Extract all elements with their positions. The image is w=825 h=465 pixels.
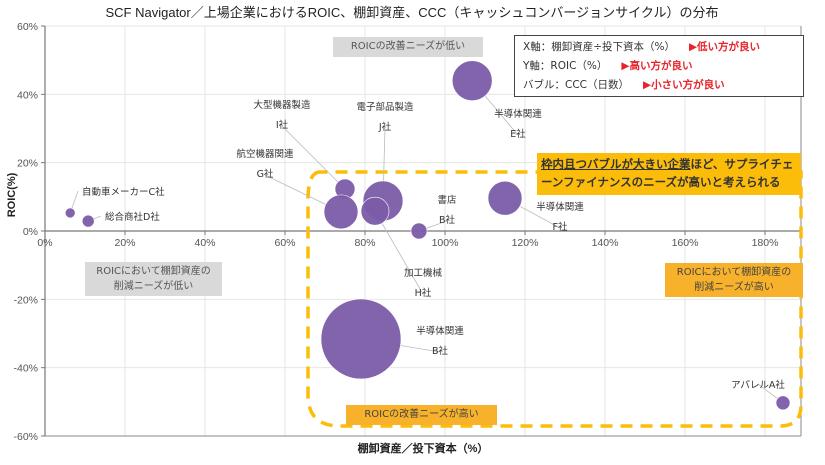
x-tick-label: 80% bbox=[354, 237, 375, 249]
bubble-label-company: G社 bbox=[257, 168, 274, 180]
y-tick-label: -40% bbox=[13, 363, 38, 375]
x-tick-label: 20% bbox=[114, 237, 135, 249]
x-tick-label: 180% bbox=[752, 237, 779, 249]
inventory-high-line1: ROICにおいて棚卸資産の bbox=[676, 267, 792, 278]
legend-x: X軸：棚卸資産÷投下資本（%） bbox=[523, 41, 675, 53]
y-tick-label: -20% bbox=[13, 294, 38, 306]
bubble-C[interactable] bbox=[64, 207, 76, 219]
bubble-label-company: F社 bbox=[553, 221, 568, 233]
bubble-E[interactable] bbox=[451, 60, 493, 101]
x-tick-label: 60% bbox=[274, 237, 295, 249]
legend-y-row: Y軸：ROIC（%） ▶高い方が良い bbox=[523, 57, 795, 76]
bubble-label: 加工機械 bbox=[404, 267, 443, 279]
bubble-label-company: I社 bbox=[276, 119, 289, 131]
legend-bubble-note: ▶小さい方が良い bbox=[643, 79, 725, 91]
legend-y: Y軸：ROIC（%） bbox=[523, 60, 608, 72]
bubble-label-company: B社 bbox=[432, 345, 449, 357]
bubble-label: 半導体関連 bbox=[536, 201, 584, 213]
leader-line bbox=[374, 210, 424, 295]
callout-box: 枠内且つバブルが大きい企業ほど、サプライチェーンファイナンスのニーズが高いと考え… bbox=[537, 153, 801, 195]
roic-low-need-box: ROICの改善ニーズが低い bbox=[333, 37, 483, 57]
bubble-label: 半導体関連 bbox=[416, 325, 464, 337]
legend-x-note: ▶低い方が良い bbox=[688, 41, 761, 53]
inventory-high-need-box: ROICにおいて棚卸資産の 削減ニーズが高い bbox=[665, 263, 803, 297]
x-tick-label: 120% bbox=[512, 237, 539, 249]
bubble-A[interactable] bbox=[775, 395, 791, 411]
y-tick-label: -60% bbox=[13, 431, 38, 443]
tick-labels: 0% 20% 40% 60% 80% 100% 120% 140% 160% 180% 60% 40%… bbox=[13, 21, 778, 443]
bubble-label: 半導体関連 bbox=[494, 108, 542, 120]
x-tick-label: 140% bbox=[592, 237, 619, 249]
callout-text: ほど、サプライチェーンファイナンスのニーズが高いと考えられる bbox=[541, 157, 794, 189]
x-axis-title: 棚卸資産／投下資本（%） bbox=[358, 441, 489, 455]
x-tick-label: 100% bbox=[432, 237, 459, 249]
y-tick-label: 60% bbox=[17, 21, 38, 33]
legend-x-row: X軸：棚卸資産÷投下資本（%） ▶低い方が良い bbox=[523, 38, 795, 57]
highlight-dashed-frame bbox=[306, 170, 803, 428]
bubble-label: 電子部品製造 bbox=[356, 101, 414, 113]
chart-title: SCF Navigator／上場企業におけるROIC、棚卸資産、CCC（キャッシ… bbox=[105, 5, 718, 20]
legend-bubble-row: バブル：CCC（日数） ▶小さい方が良い bbox=[523, 76, 795, 95]
x-tick-label: 40% bbox=[194, 237, 215, 249]
bubble-label-company: H社 bbox=[415, 287, 432, 299]
bubble-B2[interactable] bbox=[410, 222, 428, 240]
bubble-H[interactable] bbox=[360, 196, 390, 226]
bubble-label-company: E社 bbox=[510, 128, 526, 140]
bubble-label: 書店 bbox=[437, 194, 456, 206]
inventory-low-need-box: ROICにおいて棚卸資産の 削減ニーズが低い bbox=[85, 262, 222, 296]
bubble-label: 航空機器関連 bbox=[236, 148, 294, 160]
y-tick-label: 40% bbox=[17, 89, 38, 101]
bubble-label-company: B社 bbox=[439, 214, 456, 226]
roic-high-need-box: ROICの改善ニーズが高い bbox=[346, 405, 497, 425]
y-tick-label: 0% bbox=[23, 226, 38, 238]
legend-y-note: ▶高い方が良い bbox=[621, 60, 693, 72]
bubbles bbox=[64, 60, 791, 411]
bubble-label: 自動車メーカーC社 bbox=[82, 186, 165, 198]
leader-line bbox=[281, 125, 346, 190]
x-tick-label: 160% bbox=[672, 237, 699, 249]
bubble-label: 総合商社D社 bbox=[105, 211, 160, 223]
y-tick-label: 20% bbox=[17, 158, 38, 170]
bubble-label-company: J社 bbox=[378, 121, 392, 133]
axis-legend: X軸：棚卸資産÷投下資本（%） ▶低い方が良い Y軸：ROIC（%） ▶高い方が良い… bbox=[514, 35, 804, 97]
bubble-B[interactable] bbox=[320, 298, 402, 380]
y-axis-title: ROIC(%) bbox=[6, 172, 18, 217]
inventory-low-line2: 削減ニーズが低い bbox=[113, 281, 194, 292]
inventory-low-line1: ROICにおいて棚卸資産の bbox=[96, 266, 211, 277]
bubble-G[interactable] bbox=[323, 194, 359, 230]
callout-underlined: 枠内且つバブルが大きい企業 bbox=[541, 157, 691, 171]
legend-bubble: バブル：CCC（日数） bbox=[523, 79, 629, 91]
bubble-F[interactable] bbox=[487, 180, 523, 216]
inventory-high-line2: 削減ニーズが高い bbox=[694, 282, 774, 293]
bubble-label: アパレルA社 bbox=[731, 379, 785, 391]
x-tick-label: 0% bbox=[37, 237, 52, 249]
bubble-label: 大型機器製造 bbox=[253, 99, 311, 111]
bubble-D[interactable] bbox=[81, 214, 95, 228]
